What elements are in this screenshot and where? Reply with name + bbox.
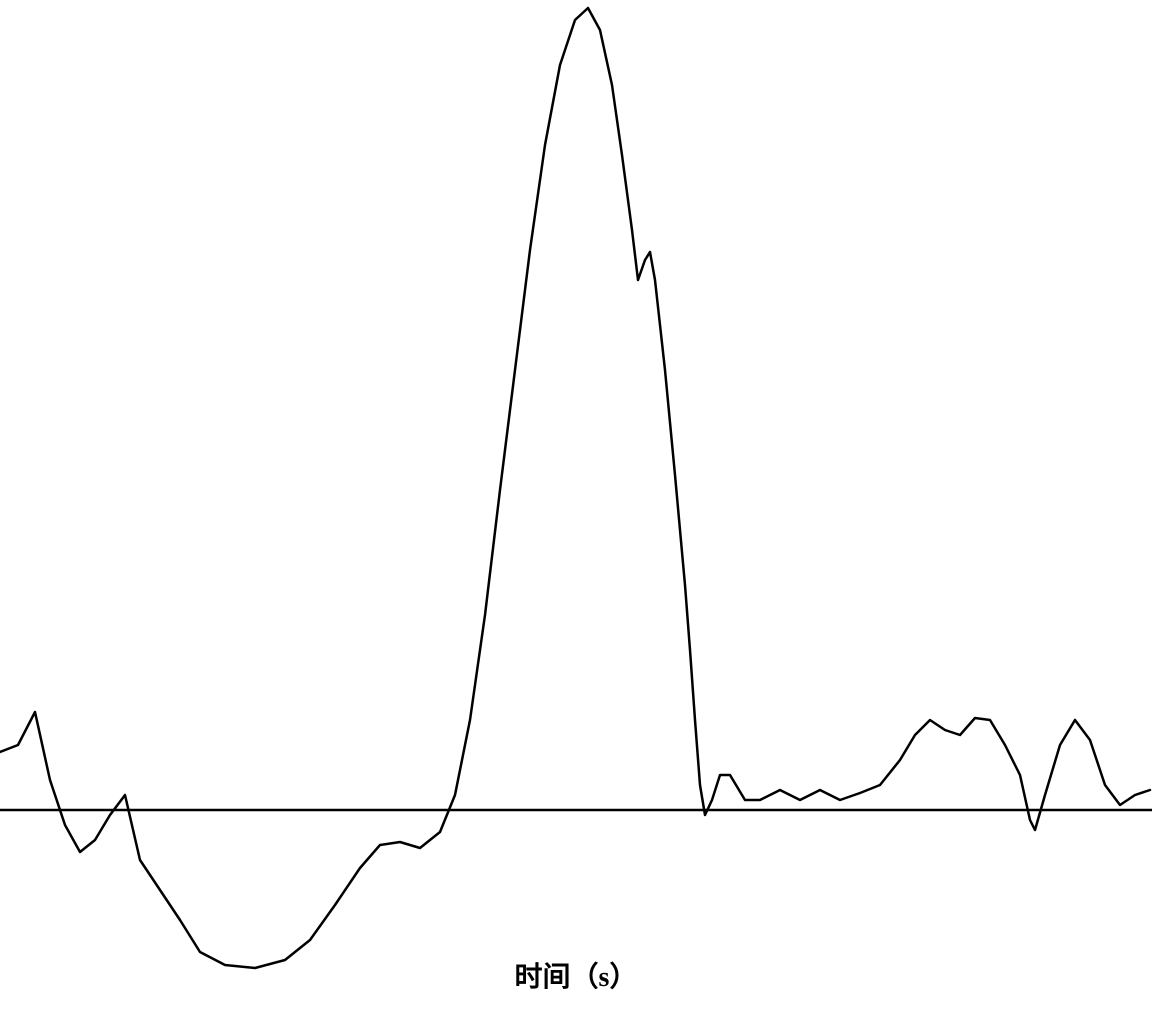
chart-svg: [0, 0, 1152, 1026]
x-axis-label: 时间（s）: [515, 955, 638, 995]
line-chart: 时间（s）: [0, 0, 1152, 1026]
